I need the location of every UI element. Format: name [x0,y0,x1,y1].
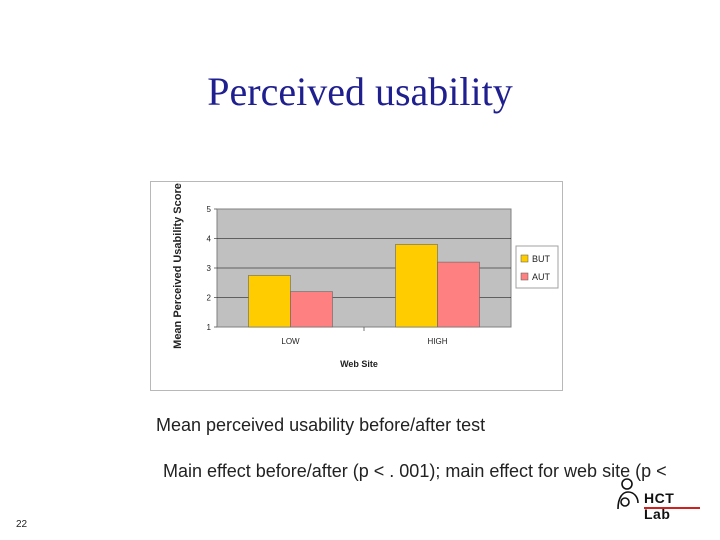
y-tick-label: 5 [207,205,212,214]
chart-caption: Mean perceived usability before/after te… [156,415,486,435]
legend-label-but: BUT [532,254,551,264]
x-tick-label: HIGH [428,337,448,346]
legend-label-aut: AUT [532,272,551,282]
bar-aut-low [290,291,333,328]
lab-logo-underline [644,507,700,509]
y-tick-label: 4 [207,235,212,244]
lab-logo-text: HCT Lab [644,490,675,522]
lab-logo: HCT Lab [614,476,704,522]
y-axis-label: Mean Perceived Usability Score [172,183,184,349]
legend: BUT AUT [515,245,559,289]
bar-chart: 1 2 3 4 5 LOW HIGH Mean Perceived Usability S… [172,183,559,369]
chart-frame: 1 2 3 4 5 LOW HIGH Mean Perceived Usability S… [150,181,563,391]
slide-number: 22 [16,519,28,530]
legend-frame [515,245,559,289]
x-tick-label: LOW [281,337,300,346]
bar-but-high [395,244,438,328]
person-icon [617,478,639,510]
legend-swatch-but [520,254,529,263]
y-tick-label: 3 [207,264,212,273]
statistics-note: Main effect before/after (p < . 001); ma… [163,461,667,481]
slide-title: Perceived usability [207,69,513,114]
bar-but-low [248,275,291,328]
bar-aut-high [437,261,480,328]
x-axis-label: Web Site [340,359,378,369]
legend-swatch-aut [520,272,529,281]
y-tick-label: 1 [207,323,212,332]
y-tick-label: 2 [207,294,212,303]
